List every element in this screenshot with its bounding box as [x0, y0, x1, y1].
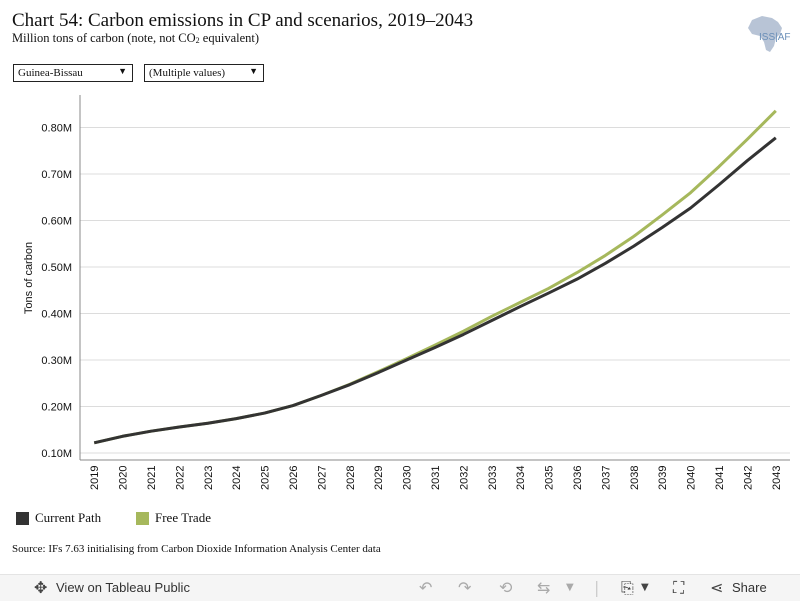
x-tick-label: 2043 [771, 466, 783, 490]
africa-map-logo-icon [748, 16, 782, 52]
legend-swatch-free-trade [136, 511, 149, 525]
x-tick-labels: 2019 2020 2021 2022 2023 2024 2025 2026 2027 2028… [89, 466, 783, 490]
fullscreen-icon[interactable]: ⛶ [673, 578, 685, 597]
x-tick-label: 2033 [487, 466, 499, 490]
dropdown-arrow-icon: ▼ [118, 66, 127, 76]
gridlines [80, 127, 790, 454]
series-line-free-trade [93, 109, 777, 445]
x-tick-label: 2026 [288, 466, 300, 490]
scenario-filter-value: (Multiple values) [149, 67, 226, 79]
country-filter-dropdown[interactable]: Guinea-Bissau ▼ [13, 64, 133, 82]
y-tick-label: 0.70M [41, 169, 72, 181]
y-tick-labels: 0.10M 0.20M 0.30M 0.40M 0.50M 0.60M 0.70M 0.80M [41, 123, 72, 460]
legend-item-current-path[interactable]: Current Path [16, 510, 101, 526]
country-filter-value: Guinea-Bissau [18, 67, 83, 79]
x-tick-label: 2025 [260, 466, 272, 490]
series-lines [93, 109, 777, 445]
share-icon[interactable]: ⋖ [710, 578, 724, 597]
x-tick-label: 2019 [89, 466, 101, 490]
x-tick-label: 2030 [402, 466, 414, 490]
chart-title: Chart 54: Carbon emissions in CP and sce… [12, 10, 474, 31]
legend-label-free-trade: Free Trade [155, 510, 211, 525]
y-tick-label: 0.10M [41, 448, 72, 460]
y-tick-label: 0.20M [41, 402, 72, 414]
x-tick-label: 2037 [600, 466, 612, 490]
x-tick-label: 2038 [629, 466, 641, 490]
tableau-logo-icon: ✥ [34, 578, 48, 597]
refresh-icon[interactable]: ⇆ [537, 578, 551, 597]
x-tick-label: 2028 [345, 466, 357, 490]
y-tick-label: 0.60M [41, 216, 72, 228]
y-axis-label: Tons of carbon [23, 242, 35, 314]
x-tick-label: 2022 [174, 466, 186, 490]
undo-icon[interactable]: ↶ [419, 578, 433, 597]
redo-icon[interactable]: ↷ [458, 578, 472, 597]
x-tick-label: 2034 [515, 466, 527, 490]
x-tick-label: 2036 [572, 466, 584, 490]
x-tick-label: 2029 [373, 466, 385, 490]
download-icon[interactable]: ⎘ [621, 578, 634, 597]
source-note: Source: IFs 7.63 initialising from Carbo… [12, 543, 381, 555]
y-tick-label: 0.30M [41, 355, 72, 367]
legend-item-free-trade[interactable]: Free Trade [136, 510, 211, 526]
x-tick-label: 2040 [686, 466, 698, 490]
chart-subtitle: Million tons of carbon (note, not CO2 eq… [12, 31, 259, 46]
logo-text: ISS|AF [759, 32, 791, 43]
legend-swatch-current-path [16, 511, 29, 525]
revert-icon[interactable]: ⟲ [499, 578, 513, 597]
pause-dropdown-icon[interactable]: ▼ [566, 582, 574, 593]
download-dropdown-icon[interactable]: ▼ [641, 582, 649, 593]
x-tick-label: 2027 [316, 466, 328, 490]
x-tick-label: 2042 [742, 466, 754, 490]
x-tick-label: 2020 [118, 466, 130, 490]
legend-label-current-path: Current Path [35, 510, 102, 525]
y-tick-label: 0.40M [41, 309, 72, 321]
share-button[interactable]: Share [732, 580, 767, 595]
subtitle-subscript: 2 [195, 36, 200, 45]
subtitle-main: Million tons of carbon (note, not CO [12, 31, 196, 45]
dropdown-arrow-icon: ▼ [249, 66, 258, 76]
y-tick-label: 0.80M [41, 123, 72, 135]
tableau-toolbar: ✥ View on Tableau Public ↶ ↷ ⟲ ⇆ ▼ | ⎘ ▼… [0, 574, 800, 601]
x-tick-label: 2035 [544, 466, 556, 490]
x-tick-label: 2041 [714, 466, 726, 490]
view-on-tableau-link[interactable]: View on Tableau Public [56, 580, 190, 595]
x-tick-label: 2021 [146, 466, 158, 490]
x-tick-label: 2031 [430, 466, 442, 490]
x-tick-label: 2024 [231, 466, 243, 490]
x-tick-label: 2039 [657, 466, 669, 490]
y-tick-label: 0.50M [41, 262, 72, 274]
scenario-filter-dropdown[interactable]: (Multiple values) ▼ [144, 64, 264, 82]
line-chart: 0.10M 0.20M 0.30M 0.40M 0.50M 0.60M 0.70M 0.80M… [23, 95, 790, 490]
toolbar-divider: | [594, 578, 600, 597]
series-line-current-path [93, 136, 777, 445]
x-tick-label: 2023 [203, 466, 215, 490]
subtitle-end: equivalent) [199, 31, 260, 45]
x-tick-label: 2032 [458, 466, 470, 490]
